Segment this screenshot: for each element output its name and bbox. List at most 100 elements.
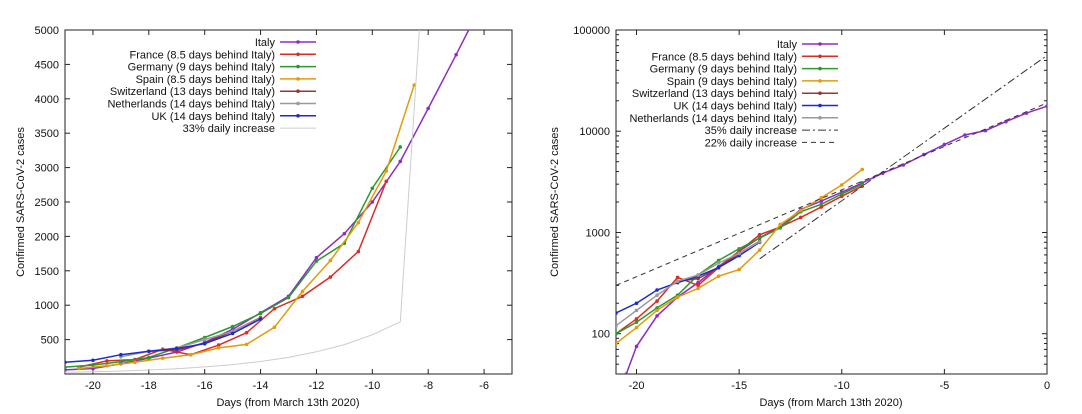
y-tick-label: 1000 bbox=[35, 300, 59, 312]
data-point bbox=[300, 294, 305, 299]
legend-marker bbox=[818, 103, 822, 108]
legend-label: 35% daily increase bbox=[705, 125, 797, 137]
legend-label: Spain (8.5 days behind Italy) bbox=[136, 74, 275, 86]
data-point bbox=[696, 283, 700, 288]
data-point bbox=[901, 163, 906, 167]
legend-marker bbox=[296, 89, 300, 93]
data-point bbox=[216, 346, 221, 350]
legend-label: Spain (9 days behind Italy) bbox=[667, 76, 797, 88]
data-point bbox=[696, 280, 700, 285]
data-point bbox=[65, 365, 67, 369]
series-line bbox=[616, 241, 761, 314]
legend-marker bbox=[818, 66, 822, 71]
series-line bbox=[616, 102, 1047, 286]
legend-marker bbox=[296, 52, 300, 57]
data-point bbox=[356, 249, 361, 254]
data-point bbox=[616, 341, 618, 346]
legend-marker bbox=[296, 40, 300, 44]
y-tick-label: 1500 bbox=[35, 266, 59, 278]
data-point bbox=[286, 295, 291, 300]
data-point bbox=[616, 331, 618, 336]
data-point bbox=[105, 359, 109, 363]
data-point bbox=[616, 311, 618, 315]
data-point bbox=[716, 274, 721, 278]
data-point bbox=[655, 299, 659, 303]
legend-label: Netherlands (14 days behind Italy) bbox=[107, 99, 275, 111]
legend-marker bbox=[296, 101, 300, 106]
data-point bbox=[454, 52, 458, 57]
legend-label: 33% daily increase bbox=[183, 123, 275, 135]
data-point bbox=[634, 317, 639, 321]
data-point bbox=[328, 258, 333, 263]
data-point bbox=[65, 368, 67, 372]
data-point bbox=[757, 236, 762, 240]
legend-marker bbox=[296, 64, 300, 69]
data-point bbox=[412, 83, 417, 87]
data-point bbox=[398, 145, 403, 149]
data-point bbox=[737, 246, 741, 251]
data-point bbox=[65, 360, 67, 365]
data-point bbox=[675, 295, 680, 299]
legend-label: Germany (9 days behind Italy) bbox=[650, 64, 797, 76]
data-point bbox=[188, 352, 193, 357]
data-point bbox=[624, 372, 629, 374]
y-tick-label: 100000 bbox=[573, 25, 610, 37]
data-point bbox=[202, 341, 207, 346]
data-point bbox=[819, 199, 824, 203]
data-point bbox=[778, 226, 782, 230]
data-point bbox=[655, 306, 659, 310]
data-point bbox=[655, 288, 659, 292]
data-point bbox=[244, 330, 249, 335]
data-point bbox=[174, 346, 179, 351]
data-point bbox=[272, 306, 277, 311]
y-tick-label: 5000 bbox=[35, 25, 59, 37]
data-point bbox=[300, 289, 305, 294]
series-line bbox=[65, 318, 261, 364]
data-point bbox=[860, 182, 865, 186]
data-point bbox=[860, 167, 865, 172]
data-point bbox=[398, 159, 403, 164]
y-tick-label: 500 bbox=[41, 335, 59, 347]
data-point bbox=[147, 349, 151, 354]
data-point bbox=[1004, 119, 1008, 124]
y-tick-label: 4500 bbox=[35, 59, 59, 71]
data-point bbox=[819, 205, 824, 209]
data-point bbox=[819, 202, 824, 207]
legend-label: UK (14 days behind Italy) bbox=[673, 101, 797, 113]
legend-label: UK (14 days behind Italy) bbox=[151, 111, 275, 123]
data-point bbox=[737, 267, 741, 272]
y-tick-label: 100 bbox=[592, 329, 610, 341]
y-tick-label: 2500 bbox=[35, 197, 59, 209]
legend-marker bbox=[296, 114, 300, 118]
data-point bbox=[634, 344, 639, 349]
data-point bbox=[616, 323, 618, 328]
x-tick-label: -20 bbox=[629, 380, 645, 392]
data-point bbox=[634, 325, 639, 330]
right-xlabel: Days (from March 13th 2020) bbox=[759, 397, 902, 409]
x-tick-label: -10 bbox=[834, 380, 850, 392]
series-line bbox=[625, 105, 1047, 374]
legend-marker bbox=[818, 54, 822, 59]
data-point bbox=[230, 324, 235, 329]
data-point bbox=[757, 239, 762, 244]
x-tick-label: -18 bbox=[141, 380, 157, 392]
data-point bbox=[819, 196, 824, 200]
x-tick-label: -10 bbox=[364, 380, 380, 392]
data-point bbox=[119, 359, 123, 364]
data-point bbox=[634, 308, 639, 313]
data-point bbox=[696, 273, 700, 277]
data-point bbox=[675, 279, 680, 284]
left-ylabel: Confirmed SARS-CoV-2 cases bbox=[15, 127, 27, 277]
x-tick-label: -20 bbox=[85, 380, 101, 392]
data-point bbox=[634, 301, 639, 306]
legend-marker bbox=[818, 79, 822, 83]
data-point bbox=[314, 259, 319, 263]
data-point bbox=[370, 186, 375, 191]
x-tick-label: -16 bbox=[197, 380, 213, 392]
data-point bbox=[133, 360, 137, 365]
x-tick-label: -14 bbox=[253, 380, 269, 392]
data-point bbox=[160, 356, 165, 360]
data-point bbox=[147, 355, 151, 360]
legend-label: Netherlands (14 days behind Italy) bbox=[629, 113, 797, 125]
